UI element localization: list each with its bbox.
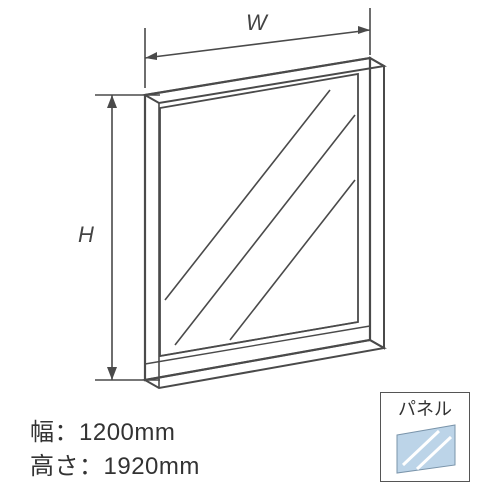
width-symbol: W xyxy=(246,10,267,36)
figure-stage: W H 幅：1200mm 高さ：1920mm パネル xyxy=(0,0,500,500)
legend-swatch-fill xyxy=(397,425,455,473)
legend-title: パネル xyxy=(381,393,469,421)
legend-box: パネル xyxy=(380,392,470,482)
spec-width-label: 幅： xyxy=(30,419,79,446)
spec-width-value: 1200mm xyxy=(79,419,175,446)
spec-height-label: 高さ： xyxy=(30,453,104,480)
spec-width: 幅：1200mm xyxy=(30,412,175,447)
spec-height-value: 1920mm xyxy=(104,453,200,480)
spec-height: 高さ：1920mm xyxy=(30,446,200,481)
legend-glass-icon xyxy=(393,423,459,475)
height-symbol: H xyxy=(78,222,94,248)
